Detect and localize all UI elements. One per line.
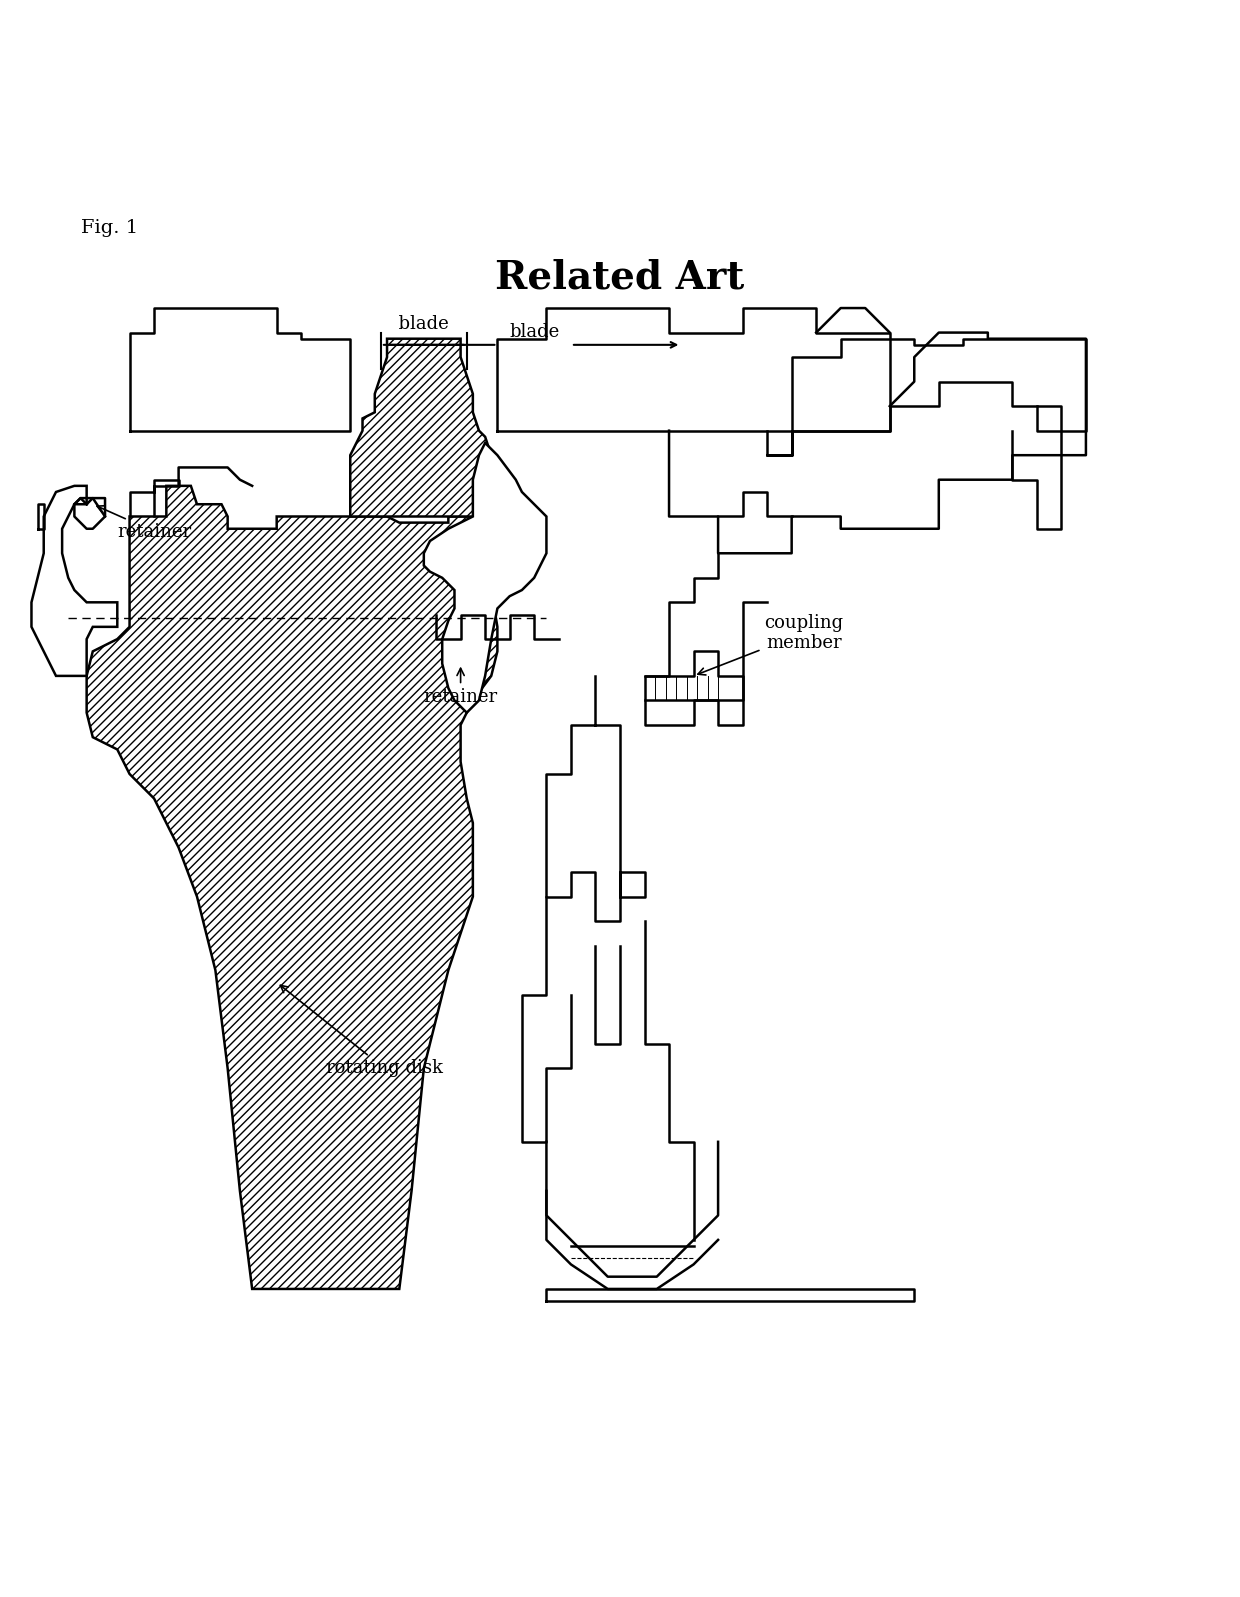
- Text: retainer: retainer: [424, 668, 497, 706]
- Polygon shape: [424, 442, 547, 712]
- Text: rotating disk: rotating disk: [280, 985, 443, 1078]
- Polygon shape: [31, 485, 118, 676]
- Text: coupling
member: coupling member: [698, 613, 843, 676]
- Polygon shape: [350, 339, 497, 516]
- Text: Fig. 1: Fig. 1: [81, 219, 138, 238]
- Polygon shape: [87, 485, 497, 1289]
- Text: blade: blade: [510, 323, 559, 342]
- Text: Related Art: Related Art: [495, 259, 745, 297]
- Text: blade: blade: [387, 315, 460, 332]
- Text: retainer: retainer: [97, 506, 191, 541]
